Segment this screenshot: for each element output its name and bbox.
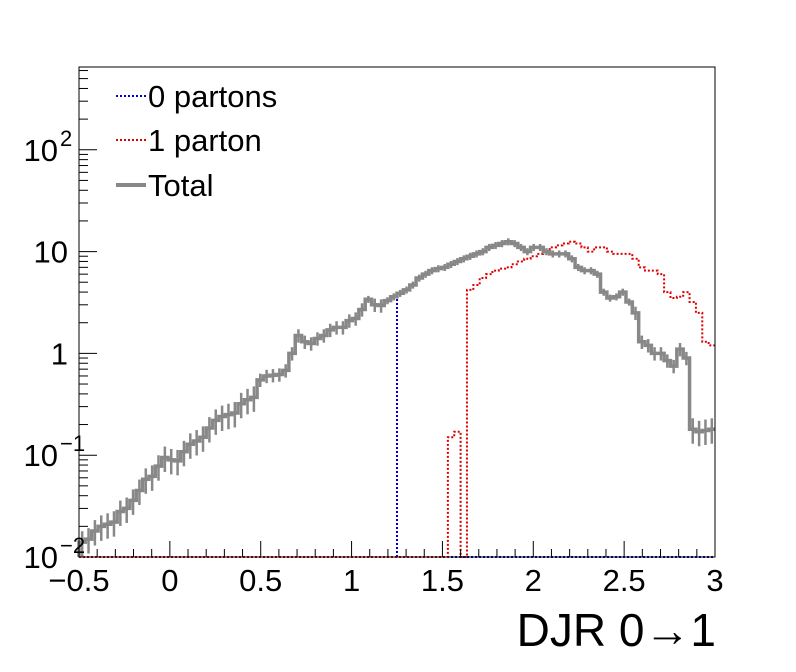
x-tick-label: 0: [161, 563, 178, 598]
x-axis: −0.5 0 0.5 1 1.5 2 2.5 3: [48, 541, 724, 598]
legend-label: 1 parton: [148, 123, 262, 158]
x-tick-label: 2: [525, 563, 542, 598]
y-tick-label: 1: [51, 336, 68, 371]
x-tick-label: 0.5: [239, 563, 282, 598]
plot-frame: [78, 66, 716, 558]
series-line: [77, 239, 715, 557]
x-tick-label: 1: [343, 563, 360, 598]
series-line: [78, 295, 715, 558]
x-tick-label: 2.5: [603, 563, 646, 598]
legend-label: Total: [148, 168, 213, 203]
x-axis-label: DJR 0→1: [517, 604, 716, 656]
series-total: [77, 238, 715, 557]
y-tick-label: 10: [34, 235, 68, 270]
y-tick-label: 10: [24, 438, 58, 473]
series-zero-partons: [78, 295, 715, 558]
y-tick-exponent: 2: [60, 126, 72, 151]
legend: 0 partons 1 parton Total: [116, 79, 277, 203]
y-tick-label: 10: [24, 133, 58, 168]
x-tick-label: 1.5: [421, 563, 464, 598]
y-tick-label: 10: [24, 540, 58, 575]
x-tick-label: 3: [706, 563, 723, 598]
y-tick-exponent: −1: [60, 431, 85, 456]
y-tick-exponent: −2: [60, 533, 85, 558]
legend-label: 0 partons: [148, 79, 277, 114]
x-tick-label: −0.5: [48, 563, 109, 598]
